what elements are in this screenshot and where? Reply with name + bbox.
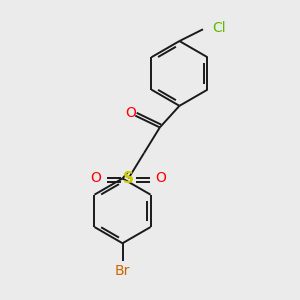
Text: Br: Br	[115, 264, 130, 278]
Text: O: O	[91, 172, 101, 185]
Text: O: O	[125, 106, 136, 120]
Text: Cl: Cl	[212, 21, 226, 35]
Text: O: O	[155, 172, 166, 185]
Text: S: S	[123, 171, 134, 186]
